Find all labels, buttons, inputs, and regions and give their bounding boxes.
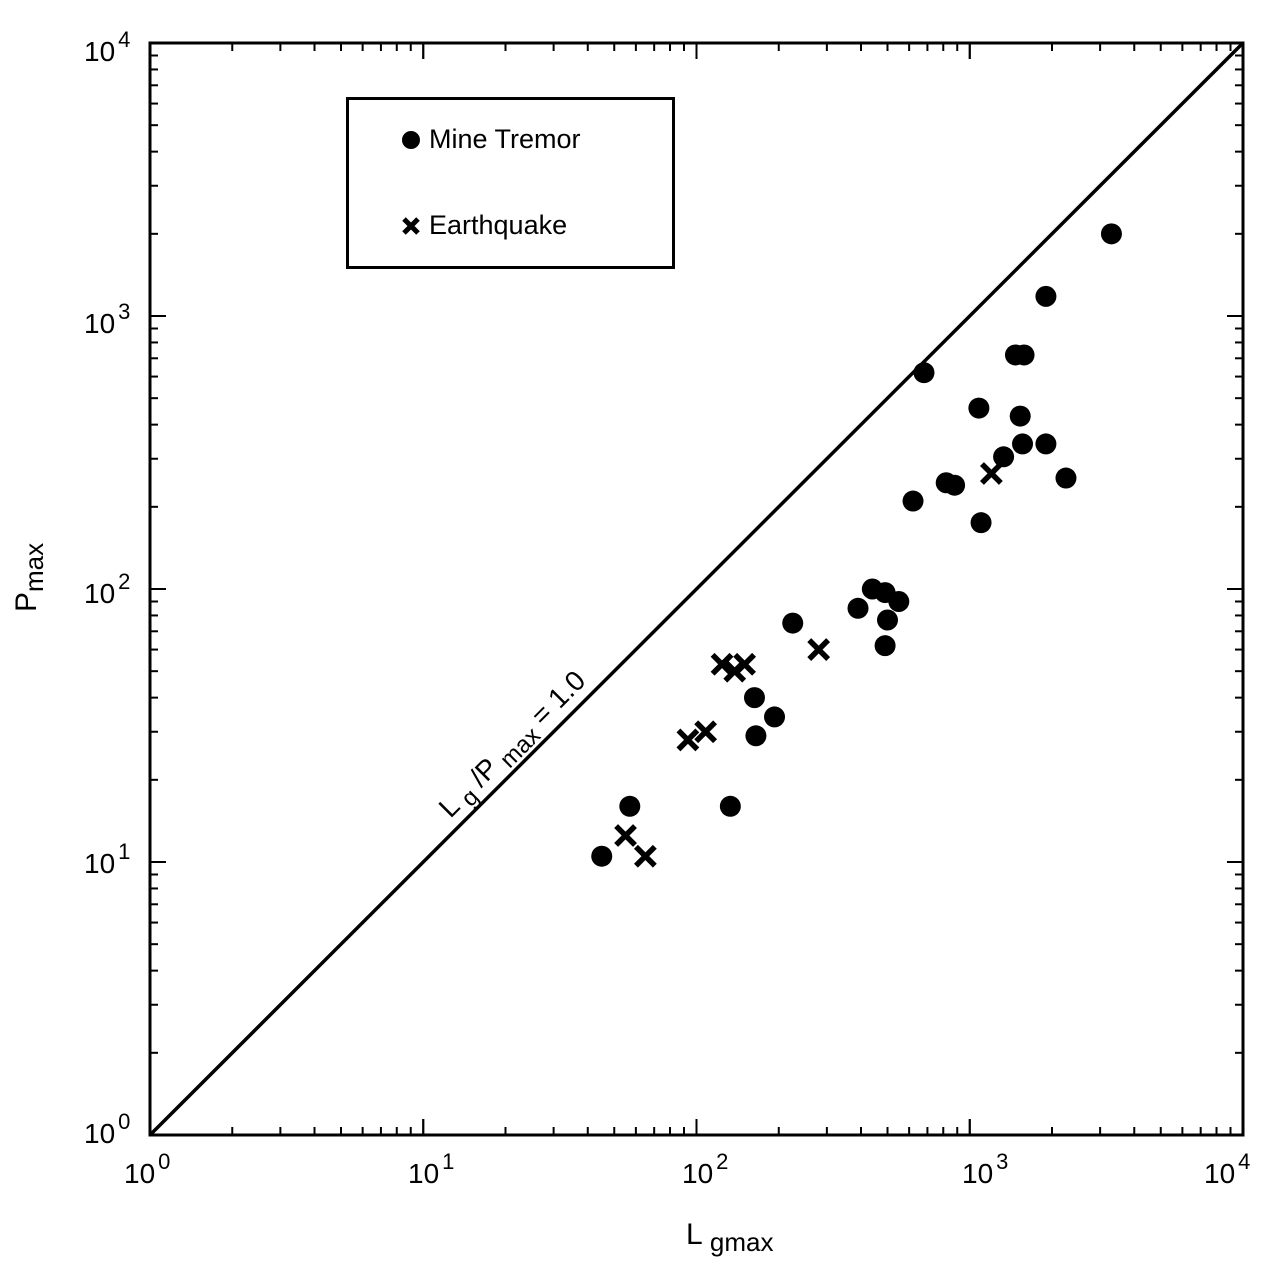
mine-tremor-point <box>1012 433 1034 455</box>
legend: Mine Tremor Earthquake <box>346 97 675 269</box>
earthquake-point <box>694 720 718 744</box>
earthquake-point <box>807 638 831 661</box>
mine-tremor-point <box>1013 344 1035 366</box>
y-tick-label: 10 3 <box>84 299 131 339</box>
mine-tremor-point <box>1035 285 1057 307</box>
x-tick-label: 10 3 <box>962 1149 1009 1189</box>
earthquake-point <box>710 652 734 676</box>
legend-item-earthquake: Earthquake <box>402 210 568 241</box>
mine-tremor-point <box>764 706 786 728</box>
mine-tremor-point <box>847 597 869 619</box>
mine-tremor-point <box>902 490 924 512</box>
x-marker-icon <box>402 216 420 235</box>
mine-tremor-point <box>745 725 767 747</box>
mine-tremor-point <box>888 590 910 612</box>
mine-tremor-point <box>944 474 966 496</box>
mine-tremor-point <box>968 397 990 419</box>
mine-tremor-point <box>719 795 741 817</box>
y-tick-label: 10 4 <box>84 27 131 67</box>
x-axis-label: L gmax <box>686 1218 774 1257</box>
legend-label: Mine Tremor <box>429 124 581 154</box>
x-tick-label: 10 0 <box>124 1149 171 1189</box>
circle-marker-icon <box>402 130 420 149</box>
mine-tremor-point <box>913 362 935 384</box>
mine-tremor-point <box>619 795 641 817</box>
y-tick-label: 10 1 <box>84 839 131 879</box>
earthquake-point <box>979 462 1003 485</box>
reference-line-1to1 <box>148 41 1245 1137</box>
legend-item-mine-tremor: Mine Tremor <box>402 124 581 155</box>
mine-tremor-point <box>876 609 898 631</box>
legend-label: Earthquake <box>429 210 568 240</box>
x-tick-label: 10 2 <box>682 1149 729 1189</box>
earthquake-point <box>614 824 637 847</box>
mine-tremor-point <box>874 635 896 657</box>
mine-tremor-point <box>970 512 992 534</box>
earthquake-point <box>733 652 757 676</box>
mine-tremor-point <box>1100 223 1122 245</box>
mine-tremor-point <box>1035 433 1057 455</box>
y-tick-label: 10 2 <box>84 569 131 609</box>
data-points <box>591 223 1122 868</box>
mine-tremor-point <box>1009 405 1031 427</box>
mine-tremor-point <box>993 446 1015 468</box>
y-axis-label: Pmax <box>10 542 49 612</box>
mine-tremor-point <box>591 845 613 867</box>
y-tick-label: 10 0 <box>84 1109 131 1149</box>
axis-ticks <box>149 42 1244 1136</box>
x-tick-label: 10 1 <box>408 1149 455 1189</box>
mine-tremor-point <box>743 687 765 709</box>
earthquake-point <box>676 728 700 752</box>
x-tick-label: 10 4 <box>1204 1149 1251 1189</box>
mine-tremor-point <box>782 612 804 634</box>
reference-line <box>148 41 1245 1137</box>
mine-tremor-point <box>1055 467 1077 489</box>
earthquake-point <box>633 844 657 868</box>
